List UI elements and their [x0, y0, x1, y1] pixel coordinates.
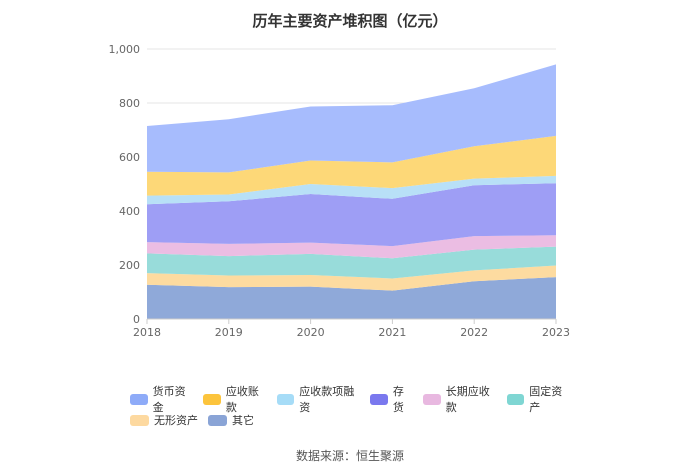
y-tick-labels: 0 200 400 600 800 1,000: [109, 43, 141, 326]
area-series-0[interactable]: [147, 277, 556, 319]
legend-item[interactable]: 货币资金: [130, 383, 193, 415]
legend-item[interactable]: 长期应收款: [423, 383, 497, 415]
legend: 货币资金 应收账款 应收款项融资 存货 长期应收款 固定资产 无形资产: [130, 385, 580, 431]
legend-label: 应收账款: [225, 385, 259, 414]
legend-swatch: [203, 393, 221, 405]
y-tick-label: 200: [119, 259, 140, 272]
y-tick-label: 400: [119, 205, 140, 218]
area-series-2[interactable]: [147, 246, 556, 279]
legend-label: 长期应收款: [445, 385, 490, 414]
area-series-3[interactable]: [147, 235, 556, 259]
x-tick-label: 2022: [460, 326, 488, 339]
x-tick-label: 2019: [215, 326, 243, 339]
legend-item[interactable]: 应收账款: [203, 383, 266, 415]
legend-swatch: [276, 393, 295, 405]
area-series-6[interactable]: [147, 135, 556, 196]
legend-item[interactable]: 无形资产: [130, 412, 198, 428]
legend-item[interactable]: 其它: [208, 412, 254, 428]
legend-swatch: [370, 393, 388, 405]
x-tick-labels: 2018 2019 2020 2021 2022 2023: [133, 319, 570, 339]
area-series: [147, 64, 556, 319]
legend-label: 应收款项融资: [299, 385, 355, 414]
legend-swatch: [423, 393, 441, 405]
legend-swatch: [208, 414, 227, 426]
legend-swatch: [130, 414, 149, 426]
legend-label: 货币资金: [152, 385, 186, 414]
legend-item[interactable]: 固定资产: [506, 383, 570, 415]
legend-item[interactable]: 存货: [370, 383, 413, 415]
legend-label: 其它: [232, 414, 254, 427]
x-tick-label: 2020: [297, 326, 325, 339]
legend-row-1: 货币资金 应收账款 应收款项融资 存货 长期应收款 固定资产: [130, 385, 580, 414]
y-tick-label: 600: [119, 151, 140, 164]
area-series-4[interactable]: [147, 183, 556, 247]
data-source-note: 数据来源：恒生聚源: [295, 449, 404, 463]
area-series-1[interactable]: [147, 265, 556, 291]
legend-swatch: [506, 393, 525, 405]
x-tick-label: 2021: [378, 326, 406, 339]
legend-label: 无形资产: [154, 414, 198, 427]
legend-row-2: 无形资产 其它: [130, 410, 580, 430]
legend-item[interactable]: 应收款项融资: [276, 383, 361, 415]
y-tick-label: 800: [119, 97, 140, 110]
y-tick-label: 0: [133, 313, 140, 326]
x-tick-label: 2023: [542, 326, 570, 339]
area-series-7[interactable]: [147, 64, 556, 173]
legend-swatch: [130, 393, 148, 405]
legend-label: 存货: [392, 385, 404, 414]
y-tick-label: 1,000: [109, 43, 141, 56]
area-series-5[interactable]: [147, 175, 556, 205]
chart-title: 历年主要资产堆积图（亿元）: [252, 12, 448, 30]
legend-label: 固定资产: [529, 385, 563, 414]
x-tick-label: 2018: [133, 326, 161, 339]
